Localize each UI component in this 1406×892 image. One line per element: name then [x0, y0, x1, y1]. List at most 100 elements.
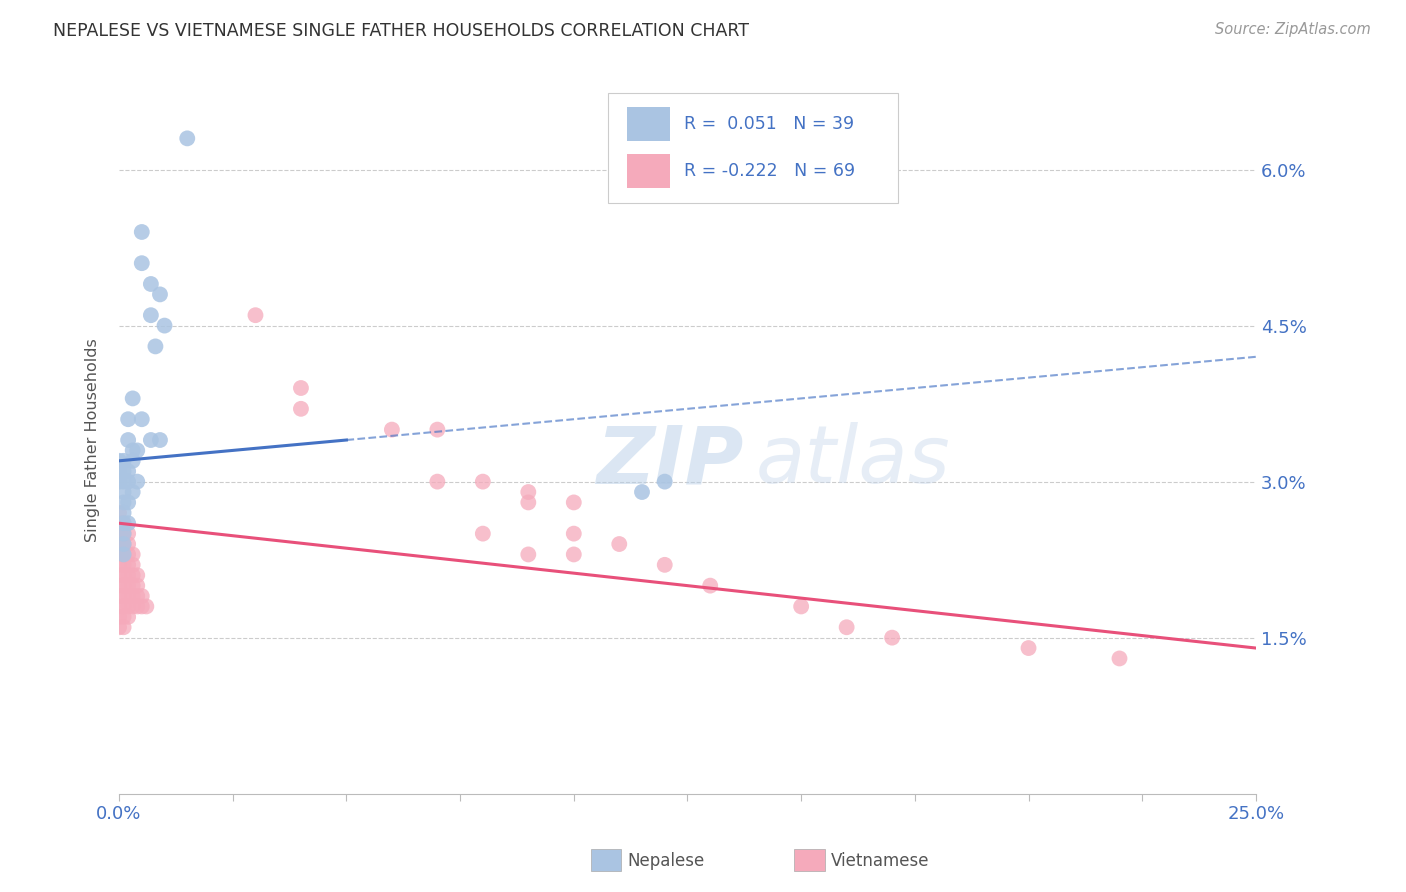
Point	[245, 308, 267, 322]
Point	[127, 475, 149, 489]
Point	[121, 599, 143, 614]
Point	[117, 548, 139, 562]
Text: atlas: atlas	[755, 422, 950, 500]
Point	[426, 423, 449, 437]
Point	[835, 620, 858, 634]
Point	[112, 548, 135, 562]
Point	[112, 537, 135, 551]
Y-axis label: Single Father Households: Single Father Households	[86, 338, 100, 542]
Point	[108, 537, 131, 551]
Point	[121, 548, 143, 562]
Point	[112, 526, 135, 541]
Point	[790, 599, 813, 614]
Point	[517, 485, 540, 500]
FancyBboxPatch shape	[627, 107, 671, 141]
Point	[131, 599, 153, 614]
Point	[112, 568, 135, 582]
Point	[117, 516, 139, 531]
Text: Nepalese: Nepalese	[627, 852, 704, 870]
Point	[127, 589, 149, 603]
Point	[117, 558, 139, 572]
Point	[654, 558, 676, 572]
Point	[112, 516, 135, 531]
Point	[121, 558, 143, 572]
Point	[139, 308, 162, 322]
Point	[562, 548, 585, 562]
Point	[108, 526, 131, 541]
Point	[149, 287, 172, 301]
Point	[108, 599, 131, 614]
Point	[562, 495, 585, 509]
Text: ZIP: ZIP	[596, 422, 744, 500]
Point	[112, 548, 135, 562]
Point	[112, 599, 135, 614]
Point	[290, 401, 312, 416]
Point	[127, 599, 149, 614]
Point	[117, 475, 139, 489]
Point	[139, 433, 162, 447]
Point	[112, 495, 135, 509]
Point	[108, 579, 131, 593]
Point	[121, 454, 143, 468]
Point	[117, 599, 139, 614]
Point	[145, 339, 167, 353]
Point	[112, 620, 135, 634]
Point	[108, 464, 131, 478]
Text: R = -0.222   N = 69: R = -0.222 N = 69	[685, 161, 855, 179]
Text: Vietnamese: Vietnamese	[831, 852, 929, 870]
Point	[108, 568, 131, 582]
Point	[117, 610, 139, 624]
Point	[290, 381, 312, 395]
Point	[631, 485, 654, 500]
Point	[471, 475, 494, 489]
Point	[112, 537, 135, 551]
Point	[112, 516, 135, 531]
Point	[121, 579, 143, 593]
Point	[882, 631, 904, 645]
Point	[108, 620, 131, 634]
Text: Source: ZipAtlas.com: Source: ZipAtlas.com	[1215, 22, 1371, 37]
Point	[607, 537, 630, 551]
Point	[117, 579, 139, 593]
Point	[112, 485, 135, 500]
Point	[517, 548, 540, 562]
Point	[131, 589, 153, 603]
Point	[117, 526, 139, 541]
Text: NEPALESE VS VIETNAMESE SINGLE FATHER HOUSEHOLDS CORRELATION CHART: NEPALESE VS VIETNAMESE SINGLE FATHER HOU…	[53, 22, 749, 40]
Point	[121, 485, 143, 500]
Point	[127, 443, 149, 458]
Point	[108, 610, 131, 624]
Point	[562, 526, 585, 541]
Point	[112, 558, 135, 572]
Text: R =  0.051   N = 39: R = 0.051 N = 39	[685, 115, 855, 133]
Point	[131, 256, 153, 270]
Point	[112, 464, 135, 478]
Point	[108, 475, 131, 489]
Point	[654, 475, 676, 489]
Point	[149, 433, 172, 447]
Point	[117, 495, 139, 509]
Point	[176, 131, 198, 145]
Point	[112, 579, 135, 593]
Point	[117, 464, 139, 478]
Point	[131, 225, 153, 239]
Point	[121, 392, 143, 406]
Point	[117, 412, 139, 426]
Point	[108, 589, 131, 603]
Point	[517, 495, 540, 509]
Point	[112, 589, 135, 603]
Point	[112, 506, 135, 520]
Point	[121, 568, 143, 582]
Point	[139, 277, 162, 291]
Point	[117, 433, 139, 447]
Point	[135, 599, 157, 614]
Point	[1018, 641, 1040, 656]
Point	[121, 589, 143, 603]
Point	[112, 475, 135, 489]
Point	[108, 558, 131, 572]
FancyBboxPatch shape	[607, 94, 898, 203]
Point	[108, 454, 131, 468]
Point	[127, 568, 149, 582]
Point	[117, 568, 139, 582]
Point	[131, 412, 153, 426]
